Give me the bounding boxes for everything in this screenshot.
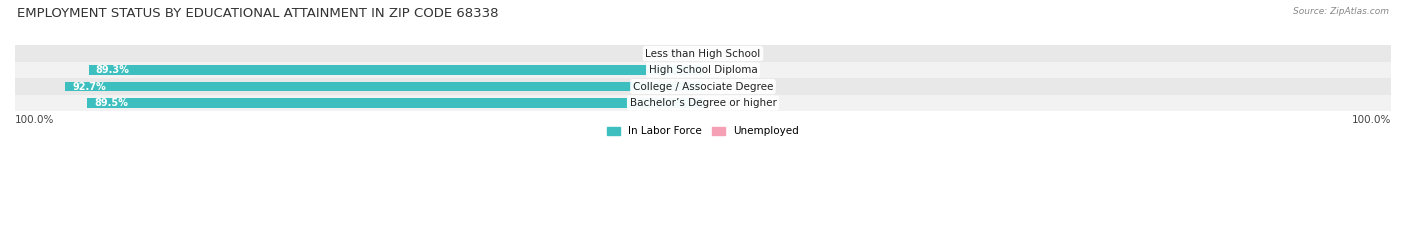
Bar [15, 45, 1391, 62]
Text: Source: ZipAtlas.com: Source: ZipAtlas.com [1294, 7, 1389, 16]
Text: EMPLOYMENT STATUS BY EDUCATIONAL ATTAINMENT IN ZIP CODE 68338: EMPLOYMENT STATUS BY EDUCATIONAL ATTAINM… [17, 7, 498, 20]
Text: 0.0%: 0.0% [724, 98, 748, 108]
Text: 89.3%: 89.3% [96, 65, 129, 75]
Bar [15, 95, 1391, 111]
Legend: In Labor Force, Unemployed: In Labor Force, Unemployed [603, 122, 803, 140]
Text: 89.5%: 89.5% [94, 98, 128, 108]
Text: 0.0%: 0.0% [724, 48, 748, 58]
Text: 0.0%: 0.0% [724, 82, 748, 92]
Text: College / Associate Degree: College / Associate Degree [633, 82, 773, 92]
Text: 100.0%: 100.0% [1351, 115, 1391, 125]
Text: Less than High School: Less than High School [645, 48, 761, 58]
Text: 100.0%: 100.0% [15, 115, 55, 125]
Text: 0.0%: 0.0% [658, 48, 682, 58]
Text: 92.7%: 92.7% [72, 82, 105, 92]
Text: High School Diploma: High School Diploma [648, 65, 758, 75]
Bar [87, 98, 703, 108]
Bar [65, 82, 703, 92]
Bar [15, 78, 1391, 95]
Text: 0.0%: 0.0% [724, 65, 748, 75]
Bar [89, 65, 703, 75]
Text: Bachelor’s Degree or higher: Bachelor’s Degree or higher [630, 98, 776, 108]
Bar [15, 62, 1391, 78]
